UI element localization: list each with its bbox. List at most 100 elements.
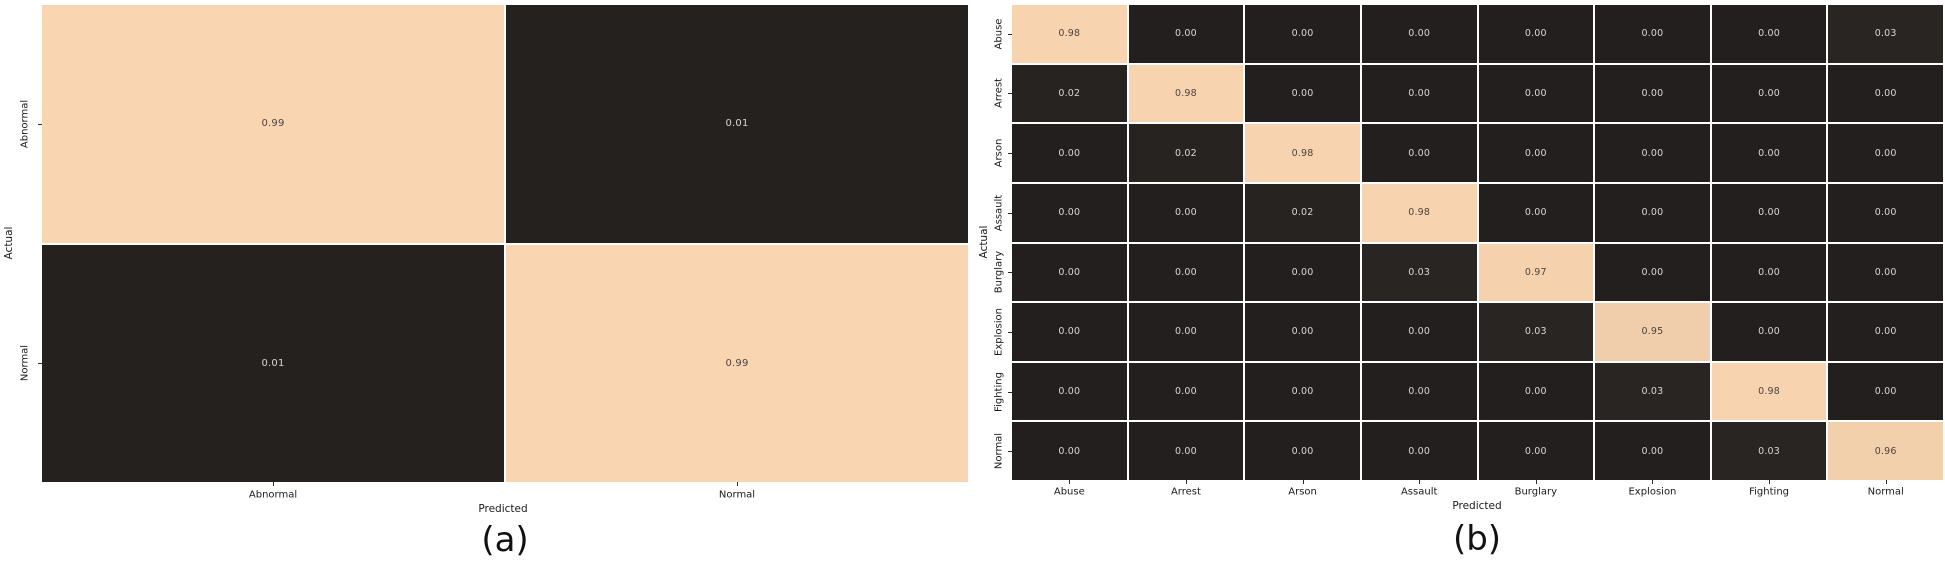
heatmap-cell: 0.00 (1245, 243, 1360, 302)
heatmap-cell: 0.00 (1245, 422, 1360, 480)
cell-value: 0.02 (1058, 87, 1081, 99)
heatmap-cell: 0.00 (1711, 124, 1827, 182)
heatmap-cell: 0.00 (1361, 124, 1477, 182)
cell-value: 0.00 (1641, 28, 1664, 40)
heatmap-cell: 0.02 (1245, 183, 1360, 242)
cell-value: 0.00 (1291, 266, 1314, 278)
tick-mark (1008, 33, 1012, 35)
tick-mark (1185, 480, 1187, 484)
cell-value: 0.00 (1408, 386, 1431, 398)
tick-mark (1419, 480, 1421, 484)
row-tick-label: Normal (993, 433, 1005, 470)
cell-value: 0.00 (1874, 386, 1897, 398)
cell-value: 0.00 (1408, 28, 1431, 40)
cell-value: 0.98 (1291, 147, 1314, 159)
heatmap-cell: 0.00 (1828, 243, 1943, 302)
heatmap-cell: 0.96 (1828, 422, 1943, 480)
heatmap-cell: 0.00 (1245, 64, 1360, 123)
cell-value: 0.98 (1174, 87, 1197, 99)
col-tick-label: Arson (1288, 486, 1317, 498)
row-tick-label: Fighting (993, 371, 1005, 412)
col-tick-label: Normal (1867, 486, 1904, 498)
cell-value: 0.00 (1758, 28, 1781, 40)
row-tick-label: Abuse (993, 18, 1005, 50)
cell-value: 0.00 (1524, 87, 1547, 99)
tick-mark (1008, 93, 1012, 95)
heatmap-cell: 0.00 (1245, 303, 1360, 361)
heatmap-cell: 0.00 (1361, 5, 1477, 63)
cell-value: 0.00 (1758, 207, 1781, 219)
cell-value: 0.00 (1291, 326, 1314, 338)
heatmap-cell: 0.02 (1012, 64, 1127, 123)
cell-value: 0.03 (1524, 326, 1547, 338)
tick-mark (273, 482, 274, 486)
heatmap-cell: 0.00 (1012, 362, 1127, 421)
cell-value: 0.00 (1291, 87, 1314, 99)
cell-value: 0.00 (1758, 87, 1781, 99)
heatmap-cell: 0.00 (1711, 303, 1827, 361)
col-tick-label: Arrest (1170, 486, 1201, 498)
cell-value: 0.00 (1174, 28, 1197, 40)
cell-value: 0.96 (1874, 445, 1897, 457)
col-tick-label: Abnormal (248, 489, 298, 501)
heatmap-cell: 0.00 (1361, 422, 1477, 480)
heatmap-grid-b: 0.98 0.00 0.00 0.00 0.00 0.00 0.00 0.03 0.02 0.98… (1012, 5, 1943, 480)
tick-mark (1652, 480, 1654, 484)
cell-value: 0.03 (1758, 445, 1781, 457)
x-axis-title: Predicted (478, 503, 528, 515)
heatmap-cell: 0.00 (1012, 183, 1127, 242)
cell-value: 0.99 (725, 357, 749, 369)
cell-value: 0.97 (1524, 266, 1547, 278)
cell-value: 0.00 (1408, 326, 1431, 338)
heatmap-cell: 0.00 (1595, 183, 1710, 242)
heatmap-cell: 0.00 (1361, 64, 1477, 123)
heatmap-cell: 0.00 (1828, 303, 1943, 361)
cell-value: 0.00 (1641, 207, 1664, 219)
col-tick-label: Assault (1400, 486, 1438, 498)
heatmap-cell: 0.03 (1828, 5, 1943, 63)
heatmap-cell: 0.00 (1828, 64, 1943, 123)
cell-value: 0.00 (1291, 445, 1314, 457)
cell-value: 0.00 (1174, 445, 1197, 457)
heatmap-cell: 0.00 (1128, 422, 1244, 480)
heatmap-cell: 0.00 (1711, 183, 1827, 242)
cell-value: 0.00 (1058, 266, 1081, 278)
heatmap-cell: 0.00 (1128, 362, 1244, 421)
heatmap-cell: 0.00 (1128, 243, 1244, 302)
cell-value: 0.00 (1641, 147, 1664, 159)
x-axis-title: Predicted (1452, 500, 1502, 512)
cell-value: 0.00 (1408, 445, 1431, 457)
row-tick-label: Explosion (993, 307, 1005, 356)
heatmap-cell: 0.00 (1595, 243, 1710, 302)
heatmap-cell: 0.00 (1012, 303, 1127, 361)
heatmap-cell: 0.03 (1711, 422, 1827, 480)
cell-value: 0.95 (1641, 326, 1664, 338)
row-tick-label: Normal (19, 345, 31, 382)
heatmap-cell: 0.00 (1595, 422, 1710, 480)
tick-mark (1008, 331, 1012, 333)
heatmap-cell: 0.97 (1478, 243, 1594, 302)
cell-value: 0.00 (1174, 266, 1197, 278)
tick-mark (737, 482, 738, 486)
cell-value: 0.01 (261, 357, 285, 369)
heatmap-cell: 0.00 (1478, 64, 1594, 123)
cell-value: 0.00 (1291, 28, 1314, 40)
heatmap-cell: 0.00 (1595, 124, 1710, 182)
tick-mark (1069, 480, 1071, 484)
col-tick-label: Explosion (1628, 486, 1677, 498)
cell-value: 0.00 (1874, 326, 1897, 338)
heatmap-cell: 0.00 (1128, 5, 1244, 63)
heatmap-cell: 0.00 (1478, 5, 1594, 63)
heatmap-cell: 0.00 (1128, 183, 1244, 242)
heatmap-cell: 0.01 (506, 5, 968, 243)
heatmap-cell: 0.00 (1711, 5, 1827, 63)
tick-mark (1008, 153, 1012, 155)
cell-value: 0.02 (1291, 207, 1314, 219)
cell-value: 0.00 (1758, 326, 1781, 338)
cell-value: 0.00 (1874, 147, 1897, 159)
cell-value: 0.00 (1174, 386, 1197, 398)
heatmap-cell: 0.01 (42, 244, 504, 482)
panel-caption-a: (a) (481, 520, 529, 560)
tick-mark (1535, 480, 1537, 484)
